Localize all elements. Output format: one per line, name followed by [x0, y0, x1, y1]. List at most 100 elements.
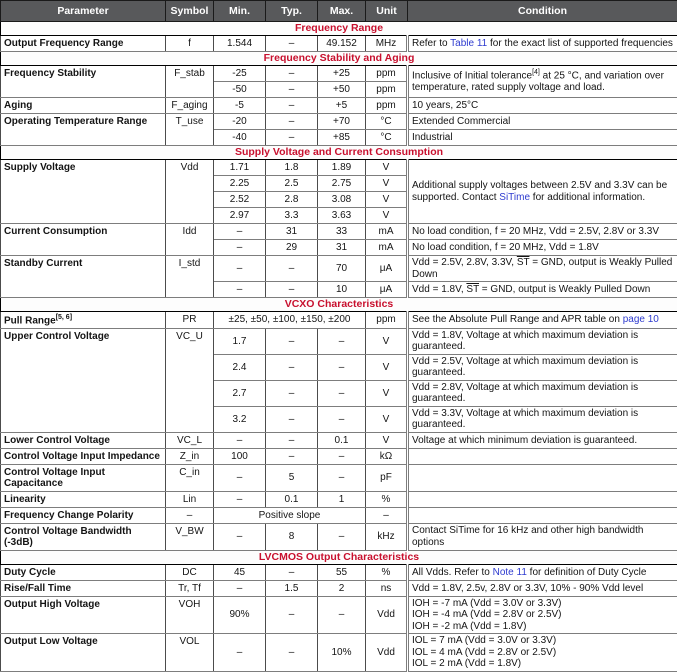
cell-condition: Vdd = 1.8V, Voltage at which maximum dev…: [408, 328, 677, 354]
cell-max: +50: [318, 82, 366, 98]
cell-value-span: Positive slope: [214, 507, 366, 523]
cell-condition: Vdd = 2.5V, 2.8V, 3.3V, ST = GND, output…: [408, 256, 677, 282]
cell-condition: No load condition, f = 20 MHz, Vdd = 2.5…: [408, 224, 677, 240]
cell-unit: kHz: [366, 523, 408, 550]
cell-symbol: F_stab: [166, 66, 214, 98]
cell-max: +5: [318, 98, 366, 114]
superscript-note: [5, 6]: [56, 314, 72, 321]
cell-condition: No load condition, f = 20 MHz, Vdd = 1.8…: [408, 240, 677, 256]
cell-typ: 5: [266, 464, 318, 491]
column-header-condition: Condition: [408, 1, 677, 22]
cell-typ: 2.8: [266, 192, 318, 208]
cell-symbol: F_aging: [166, 98, 214, 114]
cell-max: +85: [318, 130, 366, 146]
section-row: LVCMOS Output Characteristics: [1, 550, 677, 564]
cell-condition: [408, 448, 677, 464]
cell-typ: –: [266, 448, 318, 464]
cell-typ: –: [266, 432, 318, 448]
cell-min: 1.71: [214, 160, 266, 176]
cell-unit: V: [366, 328, 408, 354]
cell-min: 2.25: [214, 176, 266, 192]
cell-unit: μA: [366, 256, 408, 282]
cell-typ: –: [266, 380, 318, 406]
cell-min: -40: [214, 130, 266, 146]
cell-typ: –: [266, 256, 318, 282]
section-header-frequency-stability-and-aging: Frequency Stability and Aging: [1, 52, 677, 66]
cell-parameter: Output High Voltage: [1, 596, 166, 634]
cell-unit: –: [366, 507, 408, 523]
cell-condition: Vdd = 2.8V, Voltage at which maximum dev…: [408, 380, 677, 406]
cell-unit: %: [366, 564, 408, 580]
cell-unit: kΩ: [366, 448, 408, 464]
cell-typ: –: [266, 82, 318, 98]
cell-typ: 1.8: [266, 160, 318, 176]
section-row: Supply Voltage and Current Consumption: [1, 146, 677, 160]
cell-symbol: VOH: [166, 596, 214, 634]
cell-condition: All Vdds. Refer to Note 11 for definitio…: [408, 564, 677, 580]
cell-parameter: Supply Voltage: [1, 160, 166, 224]
cell-symbol: T_use: [166, 114, 214, 146]
cell-max: 2.75: [318, 176, 366, 192]
section-header-vcxo-characteristics: VCXO Characteristics: [1, 298, 677, 312]
cell-typ: –: [266, 130, 318, 146]
cell-condition: [408, 464, 677, 491]
cell-unit: mA: [366, 240, 408, 256]
cell-parameter: Lower Control Voltage: [1, 432, 166, 448]
cell-min: 1.544: [214, 36, 266, 52]
cell-min: -25: [214, 66, 266, 82]
cell-typ: –: [266, 354, 318, 380]
cell-symbol: Idd: [166, 224, 214, 256]
cell-max: 31: [318, 240, 366, 256]
cell-condition: See the Absolute Pull Range and APR tabl…: [408, 312, 677, 329]
cell-condition: Inclusive of Initial tolerance[4] at 25 …: [408, 66, 677, 98]
cell-unit: ppm: [366, 312, 408, 329]
cell-parameter: Control Voltage Input Capacitance: [1, 464, 166, 491]
cell-value-span: ±25, ±50, ±100, ±150, ±200: [214, 312, 366, 329]
cell-typ: 3.3: [266, 208, 318, 224]
cell-max: 10%: [318, 634, 366, 672]
cell-typ: 31: [266, 224, 318, 240]
cell-unit: V: [366, 208, 408, 224]
cell-symbol: Tr, Tf: [166, 580, 214, 596]
column-header-min: Min.: [214, 1, 266, 22]
cell-typ: –: [266, 596, 318, 634]
cell-parameter: Control Voltage Input Impedance: [1, 448, 166, 464]
cell-unit: μA: [366, 282, 408, 298]
link-table-11[interactable]: Table 11: [450, 38, 487, 49]
cell-max: 3.63: [318, 208, 366, 224]
link-note-11[interactable]: Note 11: [493, 567, 527, 578]
cell-parameter: Frequency Change Polarity: [1, 507, 166, 523]
cell-typ: –: [266, 328, 318, 354]
cell-max: 2: [318, 580, 366, 596]
cell-parameter: Aging: [1, 98, 166, 114]
cell-min: -5: [214, 98, 266, 114]
cell-min: –: [214, 432, 266, 448]
section-header-lvcmos-output-characteristics: LVCMOS Output Characteristics: [1, 550, 677, 564]
cell-min: –: [214, 256, 266, 282]
cell-symbol: f: [166, 36, 214, 52]
cell-max: +25: [318, 66, 366, 82]
cell-typ: –: [266, 98, 318, 114]
link-page-10[interactable]: page 10: [623, 314, 659, 325]
cell-symbol: PR: [166, 312, 214, 329]
cell-unit: mA: [366, 224, 408, 240]
link-sitime[interactable]: SiTime: [499, 192, 530, 203]
cell-max: –: [318, 354, 366, 380]
overlined-signal: ST: [517, 257, 530, 268]
cell-min: -50: [214, 82, 266, 98]
cell-min: –: [214, 464, 266, 491]
cell-condition: Extended Commercial: [408, 114, 677, 130]
cell-max: +70: [318, 114, 366, 130]
cell-max: –: [318, 448, 366, 464]
cell-typ: –: [266, 36, 318, 52]
cell-min: 1.7: [214, 328, 266, 354]
cell-max: –: [318, 464, 366, 491]
